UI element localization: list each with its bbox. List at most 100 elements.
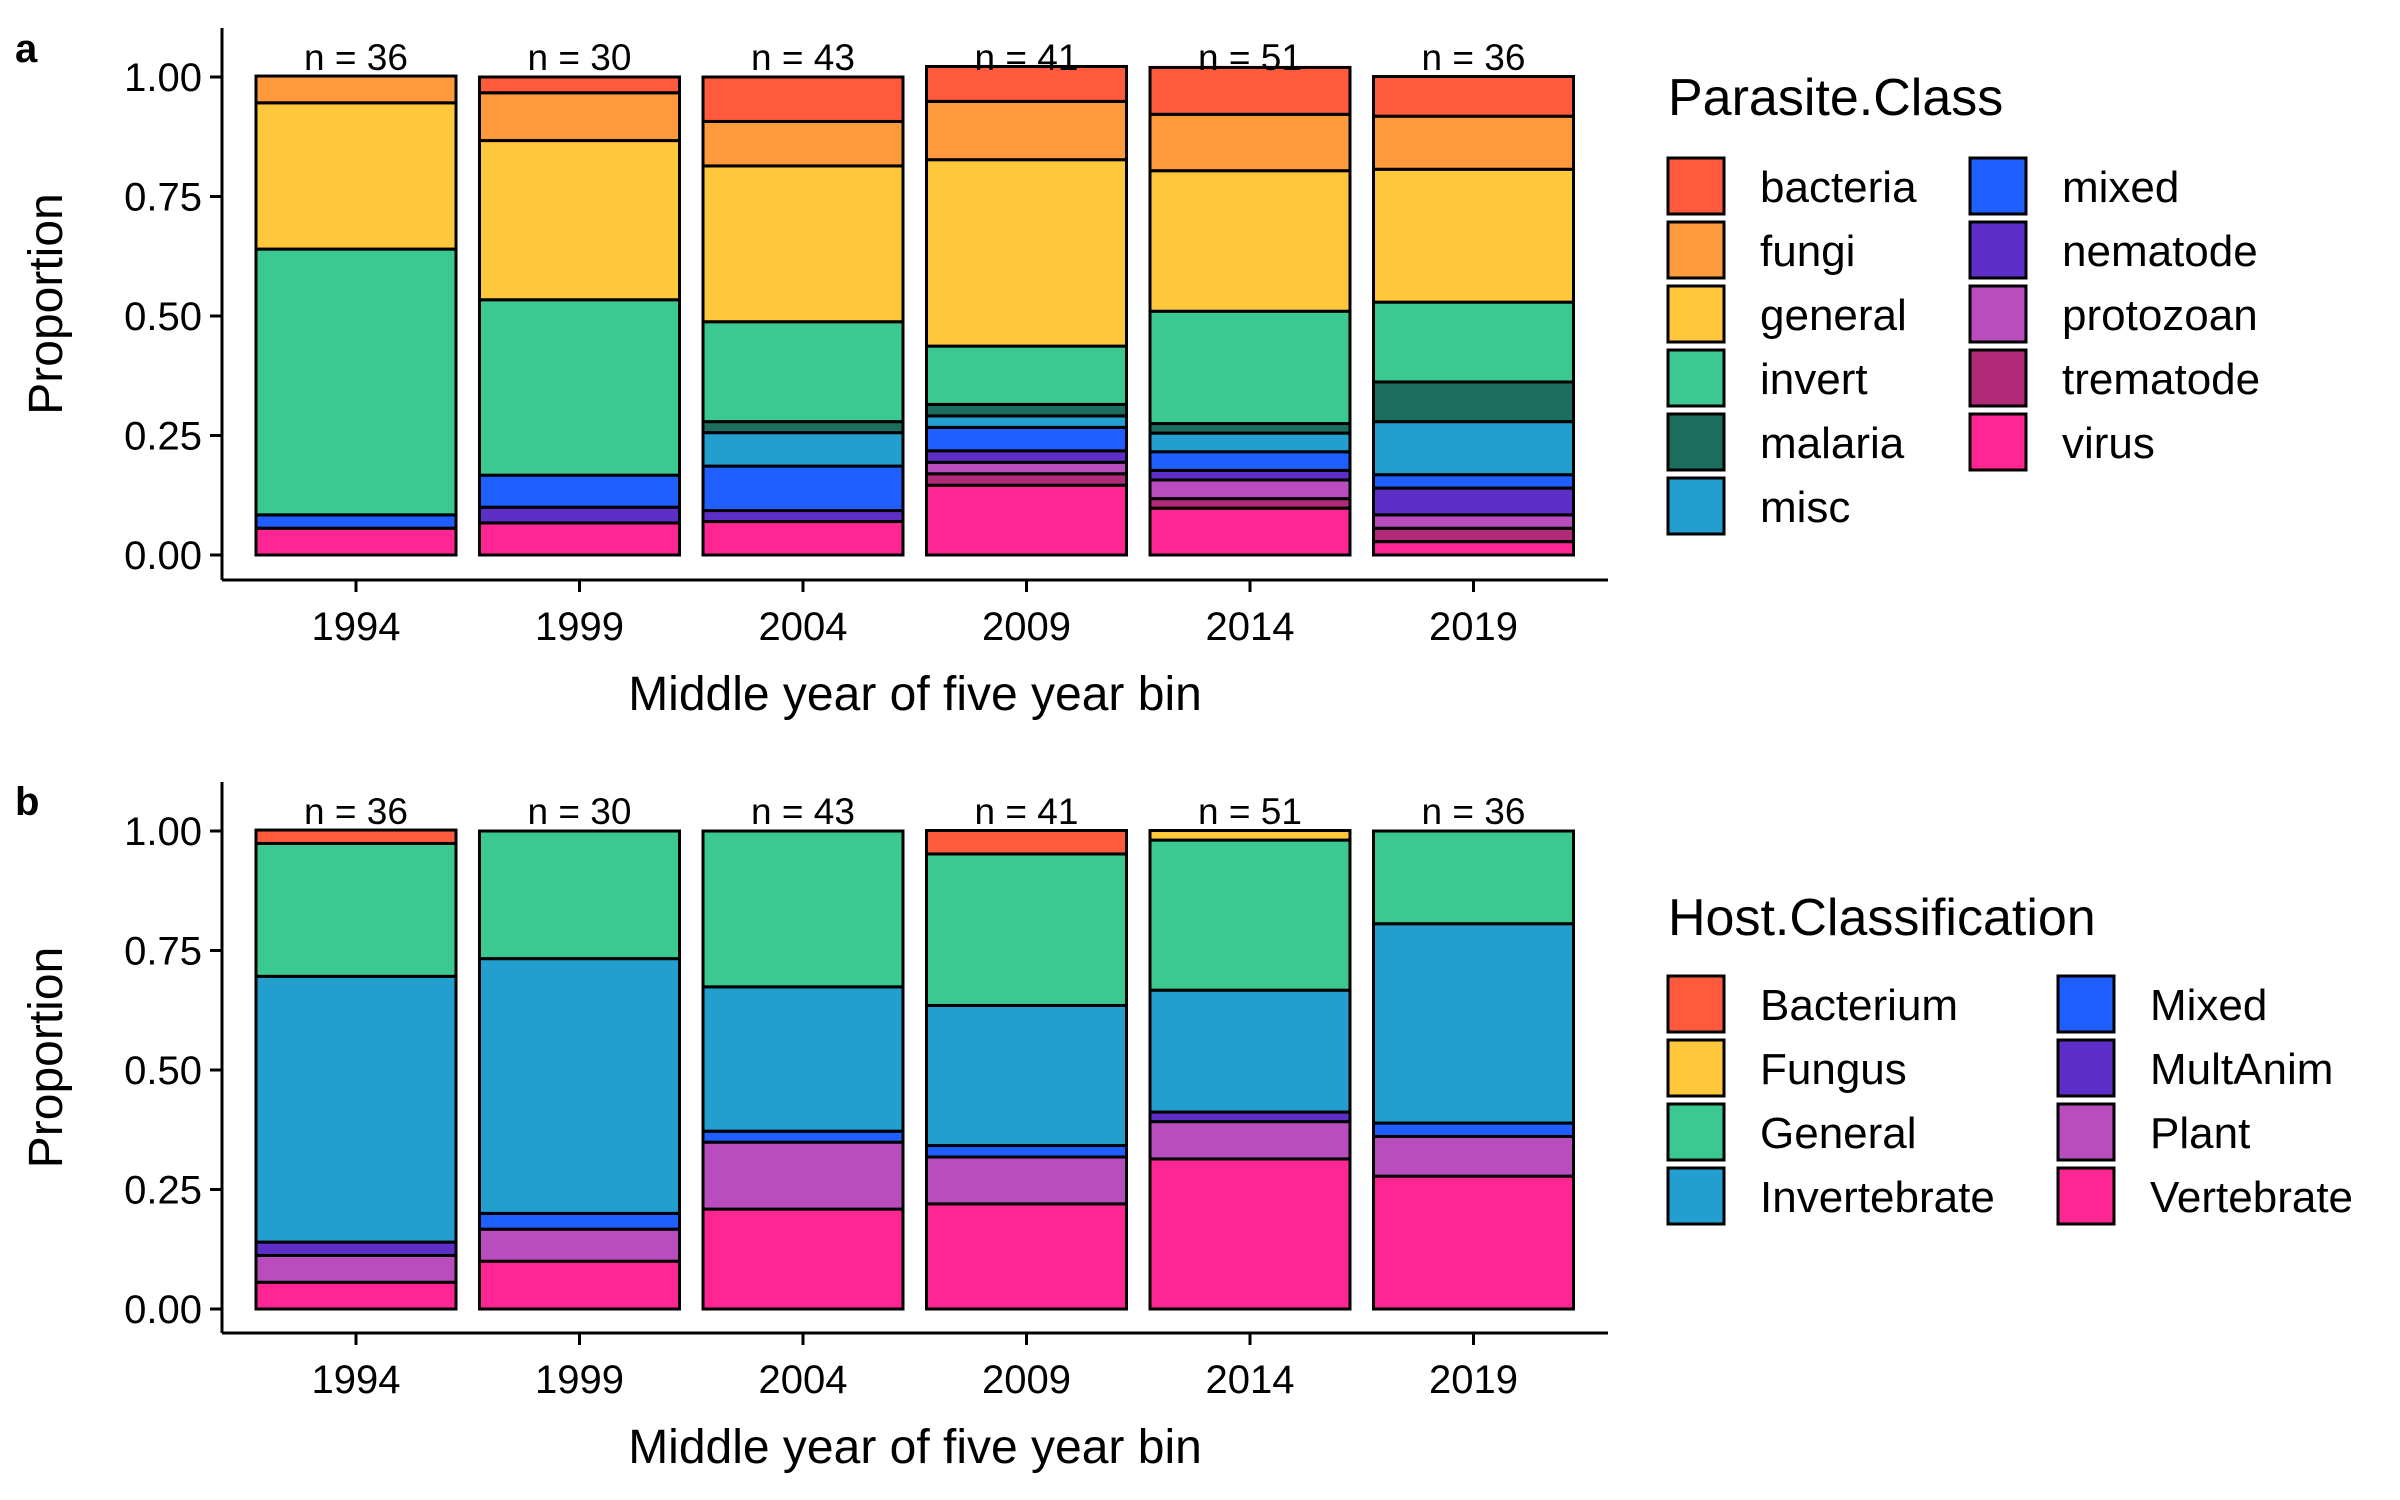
y-tick-label: 0.50 bbox=[124, 1049, 202, 1093]
bar-segment-plant-2019 bbox=[1372, 1134, 1575, 1178]
bar-segment-vertebrate-2004 bbox=[701, 1207, 905, 1311]
bar-segment-general-2014 bbox=[1148, 838, 1352, 992]
sample-size-label: n = 41 bbox=[975, 791, 1079, 832]
bar-segment-invertebrate-2004 bbox=[701, 985, 905, 1133]
y-tick-label: 1.00 bbox=[124, 810, 202, 854]
bar-segment-plant-2004 bbox=[701, 1140, 905, 1211]
bar-segment-mixed-1994 bbox=[254, 513, 458, 530]
legend-swatch-virus bbox=[1968, 412, 2028, 472]
legend-label-protozoan: protozoan bbox=[2062, 291, 2258, 340]
x-tick-label: 2014 bbox=[1206, 1358, 1295, 1402]
y-tick-label: 0.25 bbox=[124, 415, 202, 459]
legend-swatch-bacteria bbox=[1666, 156, 1726, 216]
legend-swatch-nematode bbox=[1968, 220, 2028, 280]
bar-segment-virus-1994 bbox=[254, 526, 458, 557]
y-tick-label: 0.00 bbox=[124, 1288, 202, 1332]
bar-segment-bacterium-2009 bbox=[925, 829, 1128, 856]
legend-swatch-multanim bbox=[2056, 1038, 2116, 1098]
legend-swatch-protozoan bbox=[1968, 284, 2028, 344]
bar-segment-plant-1994 bbox=[254, 1253, 458, 1284]
legend-swatch-vertebrate bbox=[2056, 1166, 2116, 1226]
x-tick-label: 2009 bbox=[982, 1358, 1071, 1402]
bar-segment-protozoan-2014 bbox=[1148, 478, 1352, 501]
legend-label-malaria: malaria bbox=[1760, 419, 1905, 468]
bar-segment-general-1999 bbox=[478, 139, 681, 302]
bar-segment-invert-2009 bbox=[925, 344, 1128, 406]
bar-segment-fungi-1994 bbox=[254, 74, 458, 105]
bar-segment-general-1994 bbox=[254, 101, 458, 251]
bar-segment-mixed-1999 bbox=[478, 473, 681, 509]
bar-segment-invertebrate-2019 bbox=[1372, 922, 1575, 1125]
sample-size-label: n = 36 bbox=[304, 791, 408, 832]
panel-a: a 0.00 0.25 0.50 0.75 1.00 Proportion Middle ye… bbox=[15, 27, 2260, 721]
sample-size-label: n = 43 bbox=[751, 791, 855, 832]
bar-segment-invert-1999 bbox=[478, 298, 681, 477]
legend-swatch-mixed bbox=[2056, 974, 2116, 1034]
legend-label-invertebrate: Invertebrate bbox=[1760, 1173, 1995, 1222]
bar-segment-invertebrate-1994 bbox=[254, 974, 458, 1244]
bar-segment-general-1994 bbox=[254, 841, 458, 978]
bar-segment-bacterium-1994 bbox=[254, 828, 458, 845]
bar-segment-mixed-2019 bbox=[1372, 1121, 1575, 1138]
legend-swatch-trematode bbox=[1968, 348, 2028, 408]
legend-swatch-general bbox=[1666, 284, 1726, 344]
legend-swatch-malaria bbox=[1666, 412, 1726, 472]
legend-label-mixed: mixed bbox=[2062, 163, 2179, 212]
bar-segment-bacteria-2004 bbox=[701, 75, 905, 123]
x-tick-label: 1999 bbox=[535, 605, 624, 649]
bar-segment-bacteria-2009 bbox=[925, 64, 1128, 103]
bar-segment-mixed-2004 bbox=[701, 1129, 905, 1144]
bar-segment-general-2009 bbox=[925, 158, 1128, 348]
bar-segment-mixed-2009 bbox=[925, 425, 1128, 453]
bar-segment-plant-2009 bbox=[925, 1155, 1128, 1206]
bar-segment-virus-2009 bbox=[925, 483, 1128, 557]
x-tick-label: 2009 bbox=[982, 605, 1071, 649]
legend-label-vertebrate: Vertebrate bbox=[2150, 1173, 2353, 1222]
x-tick-label: 2019 bbox=[1429, 1358, 1518, 1402]
bar-segment-invert-2014 bbox=[1148, 309, 1352, 426]
sample-size-label: n = 43 bbox=[751, 37, 855, 78]
bar-segment-general-2019 bbox=[1372, 829, 1575, 926]
bar-segment-mixed-1999 bbox=[478, 1211, 681, 1231]
bar-segment-nematode-2009 bbox=[925, 449, 1128, 464]
legend-label-plant: Plant bbox=[2150, 1109, 2250, 1158]
sample-size-label: n = 36 bbox=[304, 37, 408, 78]
bar-segment-mixed-2014 bbox=[1148, 450, 1352, 472]
legend-label-virus: virus bbox=[2062, 419, 2155, 468]
bar-segment-invertebrate-2009 bbox=[925, 1003, 1128, 1148]
legend-label-multanim: MultAnim bbox=[2150, 1045, 2333, 1094]
bar-segment-general-2004 bbox=[701, 164, 905, 324]
y-axis-title: Proportion bbox=[20, 193, 73, 414]
legend-label-invert: invert bbox=[1760, 355, 1868, 404]
bar-segment-invertebrate-1999 bbox=[478, 957, 681, 1215]
y-axis-title: Proportion bbox=[20, 947, 73, 1168]
x-tick-label: 2004 bbox=[759, 1358, 848, 1402]
bar-segment-nematode-1999 bbox=[478, 505, 681, 525]
legend-label-trematode: trematode bbox=[2062, 355, 2260, 404]
bar-segment-fungi-1999 bbox=[478, 91, 681, 143]
y-tick-label: 0.75 bbox=[124, 930, 202, 974]
sample-size-label: n = 30 bbox=[528, 37, 632, 78]
bar-segment-malaria-2019 bbox=[1372, 380, 1575, 424]
x-tick-label: 1999 bbox=[535, 1358, 624, 1402]
legend-title: Host.Classification bbox=[1668, 889, 2096, 947]
bar-segment-general-2004 bbox=[701, 829, 905, 989]
bar-segment-vertebrate-1999 bbox=[478, 1259, 681, 1311]
bar-segment-plant-2014 bbox=[1148, 1120, 1352, 1161]
panel-letter: a bbox=[15, 27, 38, 71]
bar-segment-fungi-2014 bbox=[1148, 112, 1352, 173]
sample-size-label: n = 30 bbox=[528, 791, 632, 832]
sample-size-label: n = 51 bbox=[1198, 791, 1302, 832]
legend-label-nematode: nematode bbox=[2062, 227, 2258, 276]
bar-segment-bacteria-1999 bbox=[478, 75, 681, 95]
bar-segment-misc-2004 bbox=[701, 431, 905, 468]
bar-segment-mixed-2004 bbox=[701, 464, 905, 513]
bar-segment-protozoan-2019 bbox=[1372, 513, 1575, 530]
bar-segment-bacteria-2014 bbox=[1148, 65, 1352, 116]
x-tick-label: 1994 bbox=[312, 605, 401, 649]
bar-segment-general-2014 bbox=[1148, 169, 1352, 313]
bar-segment-general-2009 bbox=[925, 852, 1128, 1007]
bar-segment-plant-1999 bbox=[478, 1227, 681, 1263]
legend-swatch-invertebrate bbox=[1666, 1166, 1726, 1226]
bar-segment-invertebrate-2014 bbox=[1148, 988, 1352, 1114]
